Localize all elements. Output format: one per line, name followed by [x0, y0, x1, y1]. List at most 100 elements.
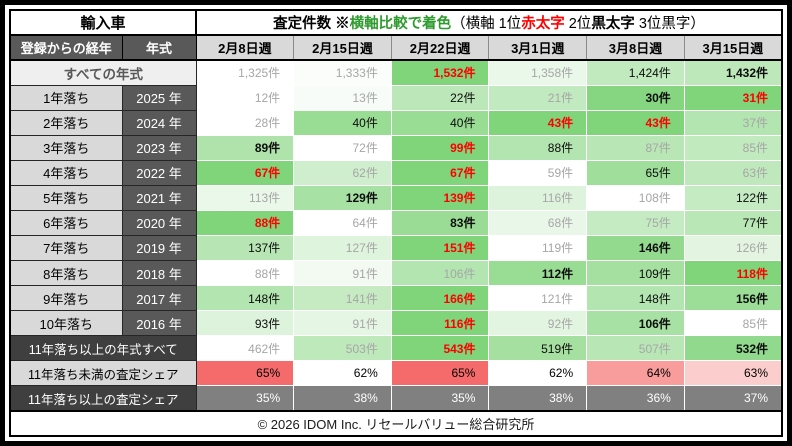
value-cell: 77件 [683, 209, 783, 236]
value-cell: 137件 [195, 234, 295, 262]
value-cell: 91件 [293, 259, 392, 287]
model-year-label: 2022 年 [121, 159, 197, 186]
value-cell: 507件 [586, 335, 685, 362]
value-cell: 75件 [586, 209, 685, 236]
value-cell: 62% [488, 360, 588, 387]
value-cell: 43件 [586, 109, 685, 136]
value-cell: 1,432件 [683, 59, 783, 86]
value-cell: 83件 [390, 209, 490, 236]
value-cell: 64% [586, 360, 685, 387]
col-header-model-year: 年式 [121, 34, 197, 61]
value-cell: 1,333件 [293, 59, 392, 86]
model-year-label: 2021 年 [121, 184, 197, 211]
value-cell: 148件 [586, 285, 685, 312]
value-cell: 91件 [293, 310, 392, 337]
row-label: 2年落ち [9, 109, 123, 136]
week-column-header: 3月8日週 [586, 34, 685, 61]
row-label: 4年落ち [9, 159, 123, 186]
value-cell: 121件 [488, 285, 588, 312]
row-label: 3年落ち [9, 134, 123, 161]
value-cell: 64件 [293, 209, 392, 236]
table-row: 11年落ち未満の査定シェア 65% 62% 65% 62% 64% 63% [9, 360, 783, 387]
value-cell: 38% [293, 385, 392, 412]
value-cell: 141件 [293, 285, 392, 312]
col-header-vehicle-age: 登録からの経年 [9, 34, 123, 61]
value-cell: 156件 [683, 285, 783, 312]
value-cell: 40件 [293, 109, 392, 136]
row-label: 8年落ち [9, 259, 123, 287]
value-cell: 148件 [195, 285, 295, 312]
value-cell: 122件 [683, 184, 783, 211]
value-cell: 62件 [293, 159, 392, 186]
value-cell: 68件 [488, 209, 588, 236]
table-row: 2年落ち 2024 年 28件 40件 40件 43件 43件 37件 [9, 109, 783, 136]
model-year-label: 2019 年 [121, 234, 197, 262]
value-cell: 139件 [390, 184, 490, 211]
value-cell: 166件 [390, 285, 490, 312]
title-part: 横軸比較で着色 [349, 16, 452, 32]
title-part: 黒太字 [591, 16, 635, 32]
value-cell: 59件 [488, 159, 588, 186]
value-cell: 12件 [195, 84, 295, 111]
value-cell: 22件 [390, 84, 490, 111]
title-part: 2位 [564, 16, 592, 32]
table-row: 6年落ち 2020 年 88件 64件 83件 68件 75件 77件 [9, 209, 783, 236]
week-column-header: 2月15日週 [293, 34, 392, 61]
row-label: 7年落ち [9, 234, 123, 262]
title-part: 3位黒字） [634, 16, 705, 32]
table-row: 11年落ち以上の年式すべて 462件 503件 543件 519件 507件 532件 [9, 335, 783, 362]
value-cell: 109件 [586, 259, 685, 287]
value-cell: 1,325件 [195, 59, 295, 86]
model-year-label: 2020 年 [121, 209, 197, 236]
value-cell: 88件 [195, 259, 295, 287]
value-cell: 462件 [195, 335, 295, 362]
value-cell: 151件 [390, 234, 490, 262]
footer-row: © 2026 IDOM Inc. リセールバリュー総合研究所 [9, 410, 783, 437]
value-cell: 63件 [683, 159, 783, 186]
table-row: 11年落ち以上の査定シェア 35% 38% 35% 38% 36% 37% [9, 385, 783, 412]
value-cell: 99件 [390, 134, 490, 161]
table-row: 10年落ち 2016 年 93件 91件 116件 92件 106件 85件 [9, 310, 783, 337]
value-cell: 532件 [683, 335, 783, 362]
table-row: 7年落ち 2019 年 137件 127件 151件 119件 146件 126件 [9, 234, 783, 262]
model-year-label: 2016 年 [121, 310, 197, 337]
value-cell: 108件 [586, 184, 685, 211]
value-cell: 126件 [683, 234, 783, 262]
value-cell: 112件 [488, 259, 588, 287]
value-cell: 127件 [293, 234, 392, 262]
value-cell: 146件 [586, 234, 685, 262]
value-cell: 88件 [195, 209, 295, 236]
table-title: 査定件数 ※横軸比較で着色（横軸 1位赤太字 2位黒太字 3位黒字） [195, 9, 783, 36]
value-cell: 106件 [586, 310, 685, 337]
value-cell: 116件 [488, 184, 588, 211]
table-row: 3年落ち 2023 年 89件 72件 99件 88件 87件 85件 [9, 134, 783, 161]
value-cell: 116件 [390, 310, 490, 337]
value-cell: 72件 [293, 134, 392, 161]
week-column-header: 3月1日週 [488, 34, 588, 61]
model-year-label: 2024 年 [121, 109, 197, 136]
title-row: 輸入車 査定件数 ※横軸比較で着色（横軸 1位赤太字 2位黒太字 3位黒字） [8, 9, 783, 36]
value-cell: 65% [390, 360, 490, 387]
value-cell: 63% [683, 360, 783, 387]
row-label: 1年落ち [9, 84, 123, 111]
value-cell: 503件 [293, 335, 392, 362]
value-cell: 119件 [488, 234, 588, 262]
value-cell: 118件 [683, 259, 783, 287]
row-label: 5年落ち [9, 184, 123, 211]
value-cell: 1,424件 [586, 59, 685, 86]
row-label: 11年落ち以上の査定シェア [9, 385, 197, 412]
value-cell: 38% [488, 385, 588, 412]
value-cell: 28件 [195, 109, 295, 136]
week-column-header: 2月8日週 [195, 34, 295, 61]
title-part: 赤太字 [521, 16, 565, 32]
row-label: 11年落ち未満の査定シェア [9, 360, 197, 387]
row-label: 10年落ち [9, 310, 123, 337]
table-row: すべての年式 1,325件 1,333件 1,532件 1,358件 1,424件 1,43… [9, 59, 783, 86]
value-cell: 88件 [488, 134, 588, 161]
value-cell: 85件 [683, 134, 783, 161]
table-row: 5年落ち 2021 年 113件 129件 139件 116件 108件 122件 [9, 184, 783, 211]
value-cell: 31件 [683, 84, 783, 111]
value-cell: 37件 [683, 109, 783, 136]
copyright-credit: © 2026 IDOM Inc. リセールバリュー総合研究所 [9, 410, 783, 437]
